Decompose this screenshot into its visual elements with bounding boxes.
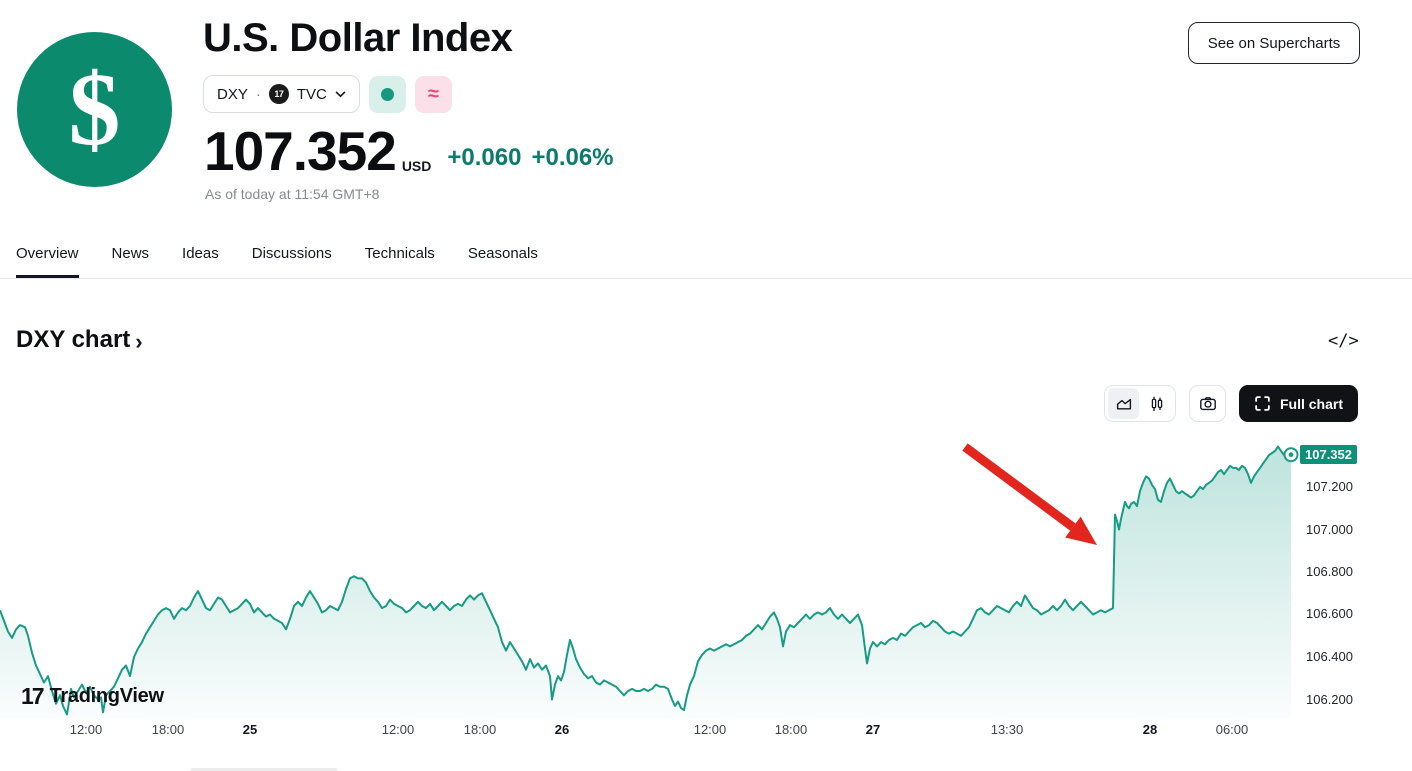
y-axis-label: 106.600 [1306, 606, 1353, 621]
x-axis-label: 18:00 [463, 722, 497, 737]
x-axis-label: 25 [242, 722, 258, 737]
symbol-selector[interactable]: DXY · 17 TVC [203, 75, 360, 113]
tab-discussions[interactable]: Discussions [251, 245, 332, 262]
price-chart[interactable] [0, 430, 1310, 722]
fullscreen-icon [1255, 396, 1270, 411]
full-chart-button[interactable]: Full chart [1239, 385, 1359, 422]
camera-icon [1199, 396, 1216, 410]
y-axis-label: 106.800 [1306, 564, 1353, 579]
market-open-dot-icon [380, 87, 394, 101]
tab-ideas[interactable]: Ideas [182, 245, 219, 262]
embed-code-icon[interactable]: </> [1328, 331, 1359, 351]
area-chart-icon[interactable] [1108, 388, 1139, 419]
last-price-badge: 107.352 [1300, 445, 1357, 465]
chart-type-toggle [1104, 385, 1176, 422]
symbol-row: DXY · 17 TVC ≈ [203, 75, 452, 113]
exchange-code: TVC [296, 85, 327, 103]
x-axis-label: 26 [554, 722, 570, 737]
tradingview-logo-icon: 17 [21, 683, 45, 709]
x-axis-label: 12:00 [381, 722, 415, 737]
y-axis-label: 106.400 [1306, 649, 1353, 664]
x-axis-label: 12:00 [69, 722, 103, 737]
chevron-right-icon: › [135, 328, 143, 354]
y-axis-label: 107.200 [1306, 479, 1353, 494]
x-axis-label: 28 [1142, 722, 1158, 737]
x-axis-label: 12:00 [693, 722, 727, 737]
below-fold-element-edge [190, 768, 338, 771]
x-axis-label: 18:00 [774, 722, 808, 737]
chevron-down-icon [335, 91, 346, 97]
x-axis-label: 27 [865, 722, 881, 737]
change-absolute: +0.060 [447, 144, 522, 171]
x-axis-label: 13:30 [990, 722, 1024, 737]
full-chart-label: Full chart [1280, 395, 1344, 412]
change-percent: +0.06% [531, 144, 614, 171]
x-axis-label: 06:00 [1215, 722, 1249, 737]
dollar-sign-glyph: $ [68, 51, 121, 167]
annotation-arrow-shaft [962, 443, 1076, 531]
tab-technicals[interactable]: Technicals [364, 245, 435, 262]
see-on-supercharts-button[interactable]: See on Supercharts [1188, 22, 1360, 64]
snapshot-camera-button[interactable] [1189, 385, 1226, 422]
y-axis-label: 106.200 [1306, 692, 1353, 707]
x-axis-label: 18:00 [151, 722, 185, 737]
chart-section-title: DXY chart [16, 326, 131, 353]
last-price: 107.352 [204, 120, 397, 182]
tab-bar: Overview News Ideas Discussions Technicals Se… [0, 240, 1412, 279]
annotation-arrow-head [1065, 516, 1097, 545]
tab-overview[interactable]: Overview [16, 240, 79, 278]
tradingview-exchange-icon: 17 [268, 84, 289, 104]
chart-section-link[interactable]: DXY chart › [16, 326, 143, 354]
price-line [0, 445, 1292, 716]
tab-news[interactable]: News [111, 245, 150, 262]
separator-dot: · [255, 85, 261, 103]
page-title: U.S. Dollar Index [203, 16, 513, 60]
tradingview-watermark: 17 TradingView [21, 685, 164, 708]
price-row: 107.352 USD +0.060 +0.06% [204, 124, 614, 179]
price-change: +0.060 +0.06% [447, 144, 613, 179]
as-of-timestamp: As of today at 11:54 GMT+8 [205, 186, 380, 202]
squiggle-icon: ≈ [427, 83, 439, 105]
tradingview-wordmark: TradingView [49, 685, 164, 707]
market-status-button[interactable] [368, 75, 406, 113]
last-price-marker-dot [1288, 452, 1294, 458]
candlestick-icon[interactable] [1141, 388, 1172, 419]
approx-indicator-button[interactable]: ≈ [414, 75, 452, 113]
symbol-logo: $ [17, 32, 172, 187]
area-fill [0, 446, 1291, 718]
tab-seasonals[interactable]: Seasonals [467, 245, 538, 262]
y-axis-label: 107.000 [1306, 522, 1353, 537]
currency-label: USD [401, 158, 432, 174]
chart-controls: Full chart [1104, 385, 1359, 422]
symbol-code: DXY [217, 85, 248, 103]
